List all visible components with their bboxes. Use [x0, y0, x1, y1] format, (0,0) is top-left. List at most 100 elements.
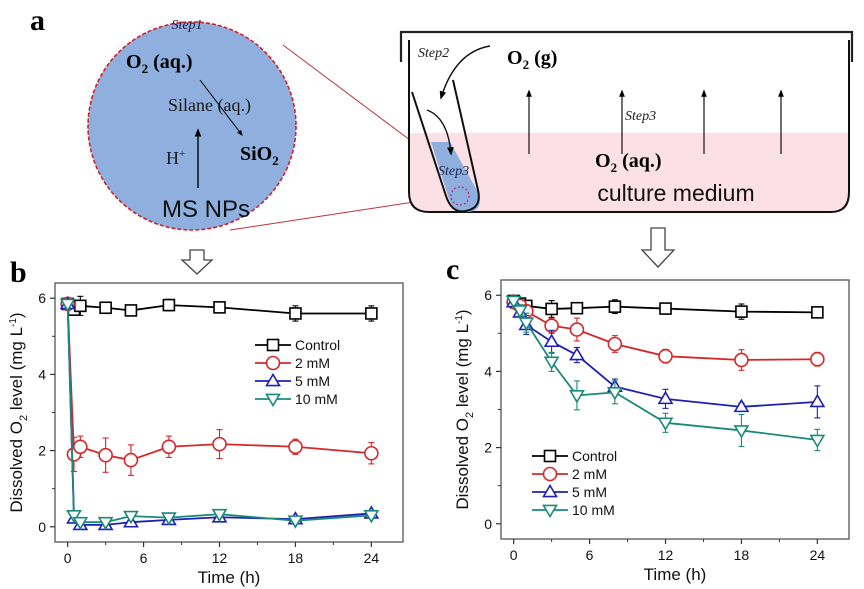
step3-tube-label: Step3 — [438, 164, 469, 179]
legend-item: 5 mM — [532, 483, 607, 500]
data-point — [211, 508, 228, 523]
step3-label: Step3 — [625, 109, 656, 124]
o2-gas-label: O2 (g) — [507, 47, 557, 72]
legend-marker — [265, 372, 281, 387]
data-point — [809, 434, 826, 449]
data-point — [365, 307, 378, 320]
y-tick-label: 0 — [38, 519, 46, 535]
y-tick-label: 2 — [38, 443, 46, 459]
legend-item: 2 mM — [532, 466, 607, 482]
x-tick-label: 24 — [810, 547, 826, 563]
data-point — [607, 336, 623, 352]
legend-item: 10 mM — [255, 391, 338, 408]
x-tick-label: 18 — [734, 547, 750, 563]
step1-label: Step1 — [171, 18, 202, 33]
legend-marker — [543, 449, 557, 463]
y-tick-label: 4 — [38, 366, 46, 382]
data-point — [657, 417, 674, 431]
data-point — [570, 301, 584, 315]
data-point — [569, 346, 585, 361]
np-highlight-circle — [450, 186, 470, 206]
silane-label: Silane (aq.) — [168, 95, 251, 116]
data-point — [811, 306, 824, 319]
x-tick-label: 6 — [586, 547, 594, 563]
data-point — [161, 439, 177, 455]
y-tick-label: 6 — [484, 287, 492, 303]
data-point — [569, 390, 585, 404]
reaction-arrow — [199, 79, 243, 136]
x-tick-label: 0 — [510, 547, 518, 563]
ms-nps-label: MS NPs — [162, 196, 250, 223]
data-point — [97, 516, 114, 531]
data-point — [123, 452, 139, 468]
culture-vessel: Step2 O2 (g) Step3 Step3 O2 (aq.) cultur… — [399, 30, 854, 213]
y-tick-label: 4 — [484, 363, 492, 379]
data-point — [162, 298, 176, 312]
data-point — [66, 509, 82, 524]
data-point — [288, 439, 303, 455]
data-point — [160, 512, 177, 526]
x-tick-label: 24 — [364, 550, 380, 566]
legend-marker — [265, 355, 281, 371]
panel-c-label: c — [446, 253, 459, 286]
y-axis-label: Dissolved O2 level (mg L-1) — [453, 309, 476, 509]
legend-item: Control — [255, 337, 340, 353]
vessel-body — [408, 40, 850, 213]
data-point — [608, 300, 622, 313]
legend-label: Control — [295, 337, 340, 353]
down-arrow-to-c — [640, 227, 676, 268]
data-point — [98, 447, 113, 463]
down-arrow-to-b — [180, 249, 214, 275]
step2-label: Step2 — [418, 46, 449, 61]
legend-label: 2 mM — [572, 466, 607, 482]
data-point — [59, 298, 76, 313]
zoom-circle-shape — [87, 21, 297, 231]
data-point — [364, 445, 379, 461]
data-point — [123, 510, 139, 525]
legend-item: 10 mM — [532, 502, 615, 519]
data-point — [543, 333, 560, 348]
legend: Control 2 mM 5 mM 10 mM — [532, 448, 617, 519]
data-point — [735, 305, 748, 318]
x-axis-label: Time (h) — [198, 568, 261, 587]
y-tick-label: 0 — [484, 516, 492, 532]
x-tick-label: 0 — [64, 550, 72, 566]
x-tick-label: 12 — [658, 547, 674, 563]
data-point — [512, 305, 528, 319]
legend-label: Control — [572, 448, 617, 464]
culture-medium-label: culture medium — [597, 180, 754, 206]
proton-label: H+ — [166, 148, 185, 168]
x-tick-label: 18 — [288, 550, 304, 566]
legend: Control 2 mM 5 mM 10 mM — [255, 337, 340, 408]
data-point — [505, 295, 522, 310]
data-point — [213, 301, 226, 314]
panel-b-label: b — [10, 256, 27, 289]
data-point — [733, 398, 750, 413]
panel-a-label: a — [30, 4, 45, 37]
data-point — [810, 351, 825, 367]
o2-aq-label: O2 (aq.) — [126, 51, 193, 76]
step3-tube-arrow — [426, 109, 454, 156]
legend-item: Control — [532, 448, 617, 464]
legend-label: 5 mM — [295, 373, 330, 389]
data-point — [659, 302, 672, 315]
data-point — [657, 390, 674, 405]
data-point — [212, 436, 227, 452]
series-2-mm — [506, 294, 825, 371]
series-control — [61, 295, 378, 322]
plot-frame — [54, 282, 404, 543]
test-tube — [411, 79, 480, 213]
data-point — [72, 516, 89, 531]
y-tick-label: 6 — [38, 290, 46, 306]
y-axis-label: Dissolved O2 level (mg L-1) — [7, 312, 30, 512]
data-point — [733, 425, 750, 439]
legend-marker — [542, 483, 558, 498]
data-point — [74, 299, 87, 313]
series-10-mm — [59, 298, 380, 531]
legend-marker — [265, 393, 281, 408]
x-tick-label: 6 — [140, 550, 148, 566]
series-10-mm — [505, 295, 826, 452]
